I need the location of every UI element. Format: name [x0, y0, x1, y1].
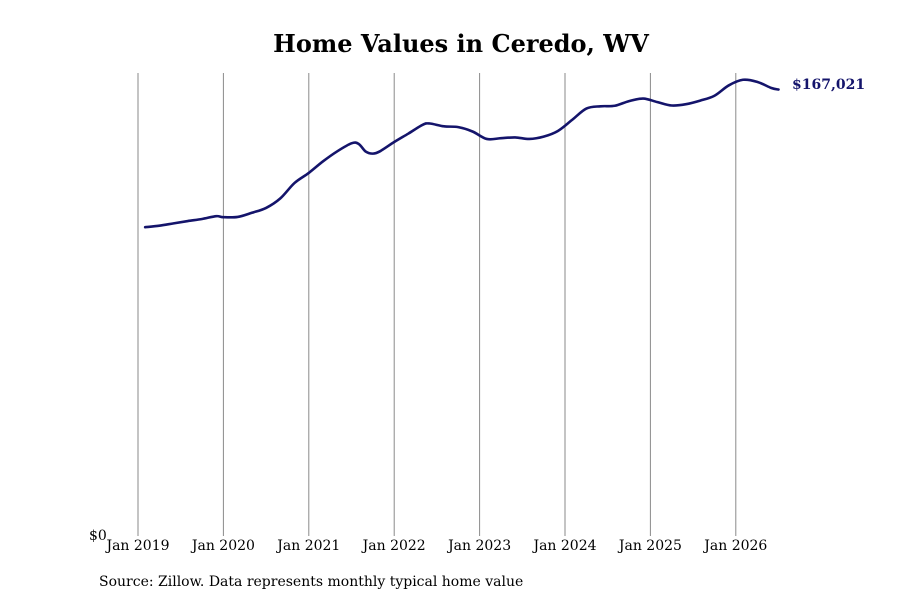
data-point-10 [279, 197, 281, 199]
gridlines [137, 73, 737, 536]
x-tick-label-2: Jan 2021 [275, 538, 340, 554]
data-point-26 [471, 130, 473, 132]
data-point-35 [600, 105, 602, 107]
data-point-23 [429, 123, 431, 125]
data-point-25 [457, 126, 459, 128]
data-point-2 [173, 222, 175, 224]
data-point-8 [251, 212, 253, 214]
data-point-18 [372, 153, 374, 155]
data-point-46 [756, 81, 758, 83]
data-point-39 [657, 101, 659, 103]
series-layer [143, 78, 780, 229]
data-point-15 [351, 142, 353, 144]
data-point-6 [222, 216, 224, 218]
chart-title: Home Values in Ceredo, WV [273, 29, 649, 58]
data-point-14 [336, 150, 338, 152]
x-tick-label-0: Jan 2019 [104, 538, 169, 554]
data-point-30 [528, 138, 530, 140]
data-point-22 [422, 124, 424, 126]
data-point-33 [571, 119, 573, 121]
data-point-37 [628, 100, 630, 102]
data-point-13 [322, 160, 324, 162]
x-tick-label-7: Jan 2026 [702, 538, 767, 554]
data-point-24 [443, 125, 445, 127]
data-point-32 [557, 130, 559, 132]
x-tick-label-4: Jan 2023 [446, 538, 511, 554]
data-point-20 [393, 141, 395, 143]
x-tick-label-3: Jan 2022 [361, 538, 426, 554]
data-point-34 [585, 108, 587, 110]
data-point-19 [379, 150, 381, 152]
x-tick-label-1: Jan 2020 [190, 538, 255, 554]
data-point-31 [543, 136, 545, 138]
source-note: Source: Zillow. Data represents monthly … [99, 574, 523, 590]
data-point-4 [201, 218, 203, 220]
data-point-38 [642, 98, 644, 100]
data-point-3 [187, 220, 189, 222]
x-axis-ticks: Jan 2019 Jan 2020 Jan 2021 Jan 2022 Jan 2023… [89, 528, 767, 554]
data-point-27 [486, 138, 488, 140]
data-point-48 [778, 89, 780, 91]
data-point-42 [699, 100, 701, 102]
data-point-47 [770, 87, 772, 89]
y-tick-label-0: $0 [89, 528, 107, 544]
data-point-7 [237, 216, 239, 218]
data-point-5 [215, 215, 217, 217]
data-point-21 [407, 133, 409, 135]
data-point-43 [713, 95, 715, 97]
data-point-16 [358, 143, 360, 145]
data-point-17 [365, 151, 367, 153]
x-tick-label-5: Jan 2024 [531, 538, 596, 554]
x-tick-label-6: Jan 2025 [617, 538, 682, 554]
series-line-home-value [143, 78, 780, 229]
data-point-36 [614, 105, 616, 107]
data-point-0 [144, 226, 146, 228]
data-point-40 [671, 105, 673, 107]
data-point-28 [500, 137, 502, 139]
data-point-44 [728, 84, 730, 86]
data-point-9 [265, 207, 267, 209]
end-value-label: $167,021 [792, 77, 865, 93]
data-point-1 [158, 225, 160, 227]
data-point-12 [308, 172, 310, 174]
data-point-45 [742, 79, 744, 81]
data-point-11 [294, 182, 296, 184]
data-point-41 [685, 103, 687, 105]
data-point-29 [514, 136, 516, 138]
